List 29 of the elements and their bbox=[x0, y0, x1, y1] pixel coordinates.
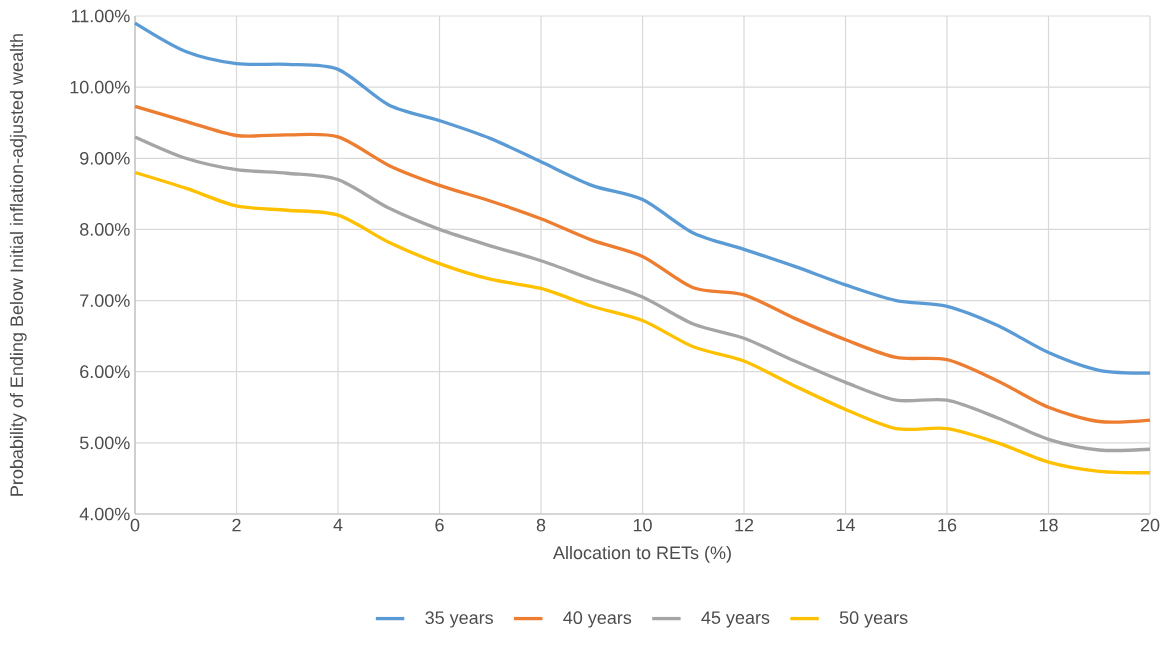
y-tick-label: 9.00% bbox=[80, 151, 130, 165]
y-tick-label: 4.00% bbox=[79, 507, 130, 521]
x-tick-label: 18 bbox=[1039, 518, 1058, 532]
line-series bbox=[133, 104, 1152, 424]
x-tick-label: 16 bbox=[938, 518, 957, 532]
y-tick-label: 6.00% bbox=[80, 365, 130, 379]
x-tick-label: 4 bbox=[333, 518, 343, 532]
y-tick-label: 7.00% bbox=[80, 294, 130, 307]
line-series bbox=[133, 21, 1152, 375]
x-tick-label: 2 bbox=[232, 518, 241, 532]
y-tick-label: 10.00% bbox=[70, 80, 130, 94]
x-tick-label: 12 bbox=[735, 518, 754, 532]
legend-label: 35 years bbox=[425, 611, 493, 628]
legend-label: 50 years bbox=[839, 611, 908, 628]
x-tick-label: 6 bbox=[435, 518, 444, 532]
line-series bbox=[133, 170, 1152, 475]
line-series bbox=[133, 135, 1152, 453]
y-tick-label: 11.00% bbox=[71, 9, 130, 23]
x-tick-label: 20 bbox=[1140, 518, 1160, 532]
x-tick-label: 0 bbox=[130, 518, 140, 532]
x-axis-title: Allocation to RETs (%) bbox=[553, 545, 731, 563]
legend-label: 45 years bbox=[701, 611, 770, 628]
legend-label: 40 years bbox=[563, 611, 632, 628]
x-tick-label: 10 bbox=[633, 518, 652, 532]
y-axis-title: Probability of Ending Below Initial inflation-adjusted wealth bbox=[9, 34, 27, 496]
y-tick-label: 8.00% bbox=[80, 223, 130, 236]
x-tick-label: 14 bbox=[836, 518, 855, 532]
x-tick-label: 8 bbox=[536, 518, 546, 532]
y-tick-label: 5.00% bbox=[79, 436, 130, 450]
